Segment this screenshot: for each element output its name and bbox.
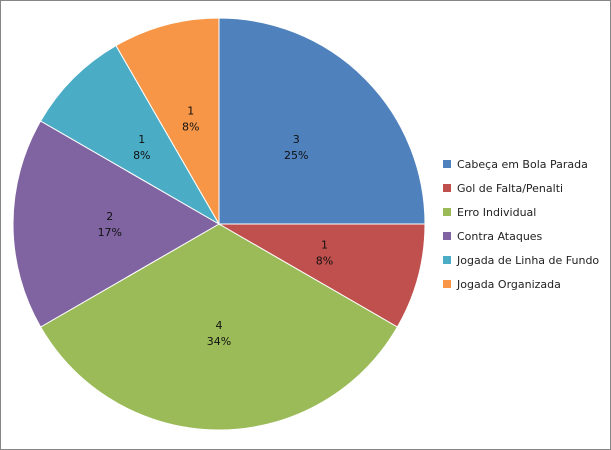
slice-percent-label: 8% [316, 254, 333, 267]
slice-value-label: 1 [187, 105, 194, 118]
legend-item: Cabeça em Bola Parada [443, 152, 603, 176]
legend-swatch [443, 280, 451, 288]
slice-value-label: 2 [106, 210, 113, 223]
legend-label: Jogada Organizada [457, 277, 561, 291]
slice-value-label: 1 [138, 133, 145, 146]
slice-percent-label: 8% [133, 149, 150, 162]
legend-swatch [443, 184, 451, 192]
legend-label: Erro Individual [457, 205, 537, 219]
legend-swatch [443, 256, 451, 264]
slice-percent-label: 8% [182, 121, 199, 134]
legend-swatch [443, 160, 451, 168]
slice-value-label: 1 [321, 238, 328, 251]
pie-slice [12, 120, 220, 328]
legend-label: Cabeça em Bola Parada [457, 157, 588, 171]
legend-label: Jogada de Linha de Fundo [457, 253, 600, 267]
legend-label: Gol de Falta/Penalti [457, 181, 564, 195]
legend-item: Erro Individual [443, 200, 603, 224]
legend-item: Contra Ataques [443, 224, 603, 248]
legend-label: Contra Ataques [457, 229, 543, 243]
pie-slice [218, 17, 426, 225]
pie-slice [39, 223, 399, 431]
pie-slice [39, 44, 221, 226]
legend-item: Jogada Organizada [443, 272, 603, 296]
pie-slice [115, 17, 220, 226]
legend-item: Jogada de Linha de Fundo [443, 248, 603, 272]
pie-slice [217, 223, 426, 328]
slice-percent-label: 34% [207, 335, 231, 348]
slice-value-label: 4 [216, 319, 223, 332]
legend: Cabeça em Bola Parada Gol de Falta/Penal… [443, 152, 603, 296]
slice-percent-label: 17% [98, 226, 122, 239]
legend-swatch [443, 232, 451, 240]
legend-item: Gol de Falta/Penalti [443, 176, 603, 200]
slice-percent-label: 25% [284, 149, 308, 162]
legend-swatch [443, 208, 451, 216]
slice-value-label: 3 [293, 133, 300, 146]
